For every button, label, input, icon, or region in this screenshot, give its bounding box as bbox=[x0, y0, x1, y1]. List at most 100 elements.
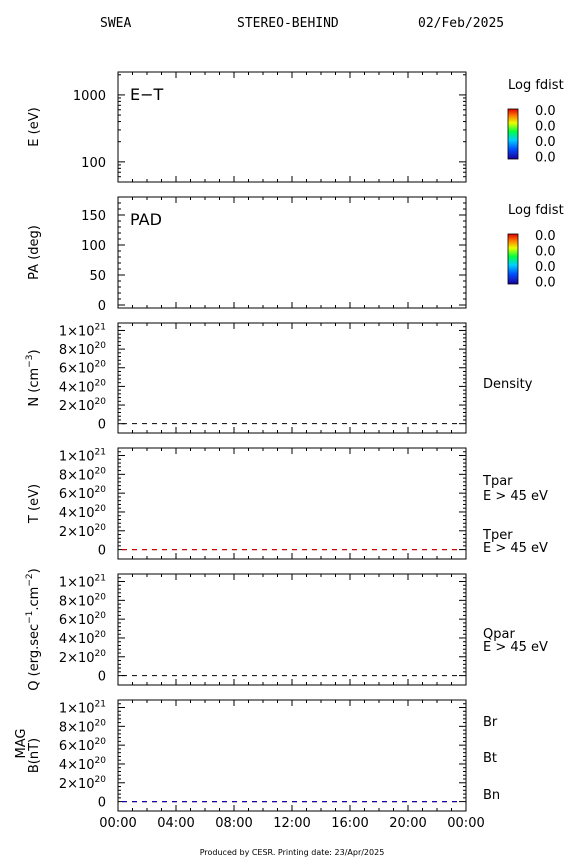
x-tick-label: 00:00 bbox=[99, 816, 136, 831]
y-tick-label: 6×1020 bbox=[59, 360, 106, 377]
panel-2-colorbar-title: Log fdist bbox=[508, 203, 564, 218]
y-tick-label: 50 bbox=[89, 269, 106, 284]
tick-mantissa: 1×10 bbox=[59, 450, 95, 465]
y-tick-label: 0 bbox=[98, 544, 106, 559]
y-tick-label: 1×1021 bbox=[59, 322, 106, 339]
x-tick-label: 00:00 bbox=[447, 816, 484, 831]
panel-5-ylabel: Q (erg.sec−1.cm−2) bbox=[25, 568, 42, 690]
panel-1-frame bbox=[117, 71, 467, 183]
y-tick-label: 2×1020 bbox=[59, 775, 106, 792]
y-tick-label: 6×1020 bbox=[59, 485, 106, 502]
tick-mantissa: 4×10 bbox=[59, 506, 95, 521]
tick-mantissa: 4×10 bbox=[59, 632, 95, 647]
colorbar-label: 0.0 bbox=[535, 104, 556, 119]
panel-6-ylabel: B(nT) bbox=[27, 738, 42, 773]
legend-qpar: Qpar bbox=[483, 627, 515, 642]
spacecraft-name: STEREO-BEHIND bbox=[237, 16, 339, 31]
tick-mantissa: 8×10 bbox=[59, 594, 95, 609]
panel-2-colorbar bbox=[507, 233, 519, 285]
legend-bn: Bn bbox=[483, 788, 500, 803]
tick-exponent: 21 bbox=[95, 574, 106, 584]
x-tick-label: 16:00 bbox=[331, 816, 368, 831]
x-tick-label: 20:00 bbox=[389, 816, 426, 831]
tick-mantissa: 8×10 bbox=[59, 468, 95, 483]
panel-2-frame bbox=[117, 196, 467, 309]
colorbar-label: 0.0 bbox=[535, 245, 556, 260]
tick-mantissa: 0 bbox=[98, 670, 106, 685]
tick-exponent: 21 bbox=[95, 700, 106, 710]
tick-mantissa: 8×10 bbox=[59, 720, 95, 735]
x-tick-label: 08:00 bbox=[215, 816, 252, 831]
tick-exponent: 20 bbox=[95, 737, 107, 747]
y-tick-label: 6×1020 bbox=[59, 737, 106, 754]
tick-mantissa: 2×10 bbox=[59, 525, 95, 540]
y-tick-label: 0 bbox=[98, 299, 106, 314]
colorbar-label: 0.0 bbox=[535, 135, 556, 150]
legend-br: Br bbox=[483, 715, 498, 730]
ylabel-part: .cm bbox=[27, 587, 42, 611]
legend-tper-sub: E > 45 eV bbox=[483, 541, 548, 556]
tick-mantissa: 0 bbox=[98, 796, 106, 811]
y-tick-label: 1×1021 bbox=[59, 700, 106, 717]
tick-exponent: 20 bbox=[95, 592, 107, 602]
y-tick-label: 4×1020 bbox=[59, 630, 106, 647]
legend-tper: Tper bbox=[482, 528, 513, 543]
tick-mantissa: 4×10 bbox=[59, 758, 95, 773]
panel-4-ylabel: T (eV) bbox=[27, 484, 42, 524]
y-tick-label: 100 bbox=[81, 239, 106, 254]
y-tick-label: 0 bbox=[98, 670, 106, 685]
tick-mantissa: 2×10 bbox=[59, 651, 95, 666]
header-svg: SWEA STEREO-BEHIND 02/Feb/2025 bbox=[100, 16, 504, 31]
tick-exponent: 20 bbox=[95, 466, 107, 476]
tick-exponent: 20 bbox=[95, 775, 107, 785]
y-tick-label: 0 bbox=[98, 418, 106, 433]
panel-1-label: E−T bbox=[130, 85, 164, 104]
tick-exponent: 20 bbox=[95, 756, 107, 766]
panel-1-ylabel: E (eV) bbox=[27, 107, 42, 146]
y-tick-label: 150 bbox=[81, 209, 106, 224]
y-tick-label: 1×1021 bbox=[59, 448, 106, 465]
y-tick-label: 4×1020 bbox=[59, 504, 106, 521]
tick-mantissa: 0 bbox=[98, 544, 106, 559]
y-tick-label: 8×1020 bbox=[59, 592, 106, 609]
tick-exponent: 20 bbox=[95, 397, 107, 407]
colorbar-label: 0.0 bbox=[535, 260, 556, 275]
tick-exponent: 20 bbox=[95, 504, 107, 514]
tick-mantissa: 1×10 bbox=[59, 324, 95, 339]
tick-mantissa: 6×10 bbox=[59, 487, 95, 502]
ylabel-part: Q (erg.sec bbox=[27, 624, 42, 691]
tick-mantissa: 6×10 bbox=[59, 362, 95, 377]
colorbar-label: 0.0 bbox=[535, 276, 556, 291]
y-tick-label: 4×1020 bbox=[59, 756, 106, 773]
tick-mantissa: 8×10 bbox=[59, 343, 95, 358]
tick-mantissa: 6×10 bbox=[59, 613, 95, 628]
ylabel-part: T (eV) bbox=[27, 484, 42, 524]
colorbar-label: 0.0 bbox=[535, 229, 556, 244]
tick-exponent: 21 bbox=[95, 448, 106, 458]
tick-mantissa: 2×10 bbox=[59, 777, 95, 792]
x-tick-label: 04:00 bbox=[157, 816, 194, 831]
ylabel-part: N (cm bbox=[27, 368, 42, 407]
tick-mantissa: 1×10 bbox=[59, 702, 95, 717]
tick-mantissa: 2×10 bbox=[59, 399, 95, 414]
colorbar-label: 0.0 bbox=[535, 151, 556, 166]
tick-exponent: 20 bbox=[95, 630, 107, 640]
colorbar-label: 0.0 bbox=[535, 120, 556, 135]
panel-2-label: PAD bbox=[130, 210, 162, 229]
tick-exponent: 20 bbox=[95, 485, 107, 495]
y-tick-label: 1000 bbox=[73, 89, 106, 104]
tick-mantissa: 0 bbox=[98, 418, 106, 433]
y-tick-label: 8×1020 bbox=[59, 341, 106, 358]
ylabel-sup: −2 bbox=[25, 573, 35, 586]
y-tick-label: 8×1020 bbox=[59, 718, 106, 735]
tick-exponent: 20 bbox=[95, 718, 107, 728]
panel-3-frame bbox=[117, 322, 467, 434]
tick-exponent: 20 bbox=[95, 378, 107, 388]
ylabel-part: B(nT) bbox=[27, 738, 42, 773]
tick-exponent: 20 bbox=[95, 360, 107, 370]
panel-6-ylabel-top: MAG bbox=[14, 729, 29, 759]
legend-bt: Bt bbox=[483, 751, 497, 766]
tick-exponent: 20 bbox=[95, 523, 107, 533]
ylabel-sup: −1 bbox=[25, 611, 35, 624]
